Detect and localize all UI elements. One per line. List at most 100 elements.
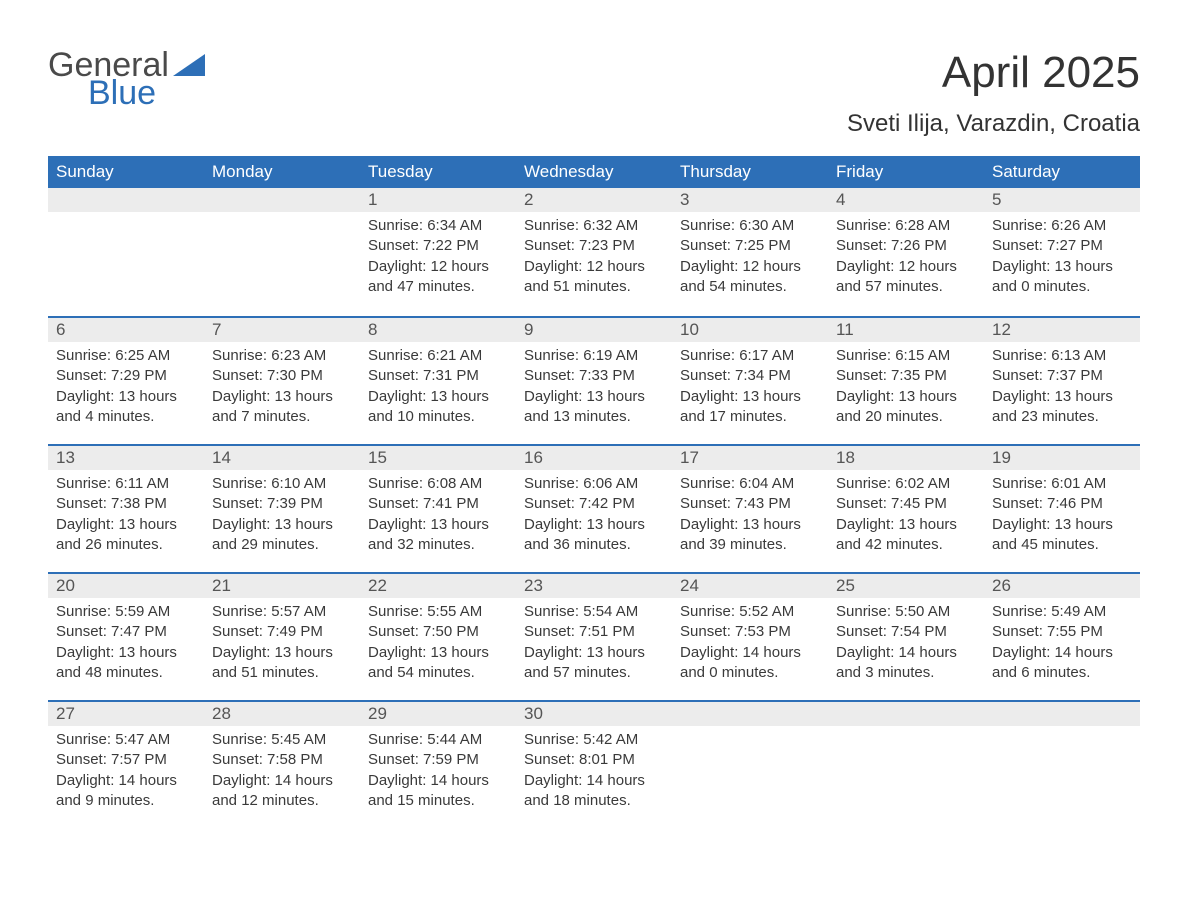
calendar-cell: 3Sunrise: 6:30 AMSunset: 7:25 PMDaylight… xyxy=(672,188,828,316)
calendar-cell: 19Sunrise: 6:01 AMSunset: 7:46 PMDayligh… xyxy=(984,444,1140,572)
daylight-line: Daylight: 14 hours and 3 minutes. xyxy=(836,643,976,684)
cell-body: Sunrise: 6:28 AMSunset: 7:26 PMDaylight:… xyxy=(828,212,984,305)
daylight-line: Daylight: 13 hours and 32 minutes. xyxy=(368,515,508,556)
sunset-line: Sunset: 7:47 PM xyxy=(56,622,196,642)
daylight-line: Daylight: 13 hours and 10 minutes. xyxy=(368,387,508,428)
daylight-line: Daylight: 13 hours and 0 minutes. xyxy=(992,257,1132,298)
weekday-header: Sunday xyxy=(48,156,204,188)
sunset-line: Sunset: 7:35 PM xyxy=(836,366,976,386)
day-number: 26 xyxy=(984,574,1140,598)
day-number: 8 xyxy=(360,318,516,342)
sunset-line: Sunset: 7:27 PM xyxy=(992,236,1132,256)
sunrise-line: Sunrise: 5:49 AM xyxy=(992,602,1132,622)
calendar-cell: 23Sunrise: 5:54 AMSunset: 7:51 PMDayligh… xyxy=(516,572,672,700)
day-number-row: 22 xyxy=(360,572,516,598)
daylight-line: Daylight: 13 hours and 23 minutes. xyxy=(992,387,1132,428)
daylight-line: Daylight: 12 hours and 47 minutes. xyxy=(368,257,508,298)
day-number-row: 6 xyxy=(48,316,204,342)
day-number: 21 xyxy=(204,574,360,598)
sunrise-line: Sunrise: 5:42 AM xyxy=(524,730,664,750)
calendar-week: 6Sunrise: 6:25 AMSunset: 7:29 PMDaylight… xyxy=(48,316,1140,444)
calendar-cell: 9Sunrise: 6:19 AMSunset: 7:33 PMDaylight… xyxy=(516,316,672,444)
calendar-cell: 17Sunrise: 6:04 AMSunset: 7:43 PMDayligh… xyxy=(672,444,828,572)
sunrise-line: Sunrise: 5:44 AM xyxy=(368,730,508,750)
calendar-cell: 18Sunrise: 6:02 AMSunset: 7:45 PMDayligh… xyxy=(828,444,984,572)
title-block: April 2025 Sveti Ilija, Varazdin, Croati… xyxy=(847,48,1140,138)
day-number: 15 xyxy=(360,446,516,470)
cell-body: Sunrise: 6:08 AMSunset: 7:41 PMDaylight:… xyxy=(360,470,516,563)
calendar-cell: 6Sunrise: 6:25 AMSunset: 7:29 PMDaylight… xyxy=(48,316,204,444)
daylight-line: Daylight: 12 hours and 54 minutes. xyxy=(680,257,820,298)
day-number-row: 21 xyxy=(204,572,360,598)
cell-body xyxy=(672,726,828,738)
cell-body: Sunrise: 6:19 AMSunset: 7:33 PMDaylight:… xyxy=(516,342,672,435)
page: General Blue April 2025 Sveti Ilija, Var… xyxy=(0,0,1188,868)
cell-body: Sunrise: 6:13 AMSunset: 7:37 PMDaylight:… xyxy=(984,342,1140,435)
daylight-line: Daylight: 13 hours and 17 minutes. xyxy=(680,387,820,428)
day-number: 19 xyxy=(984,446,1140,470)
sunset-line: Sunset: 7:30 PM xyxy=(212,366,352,386)
day-number xyxy=(672,702,828,726)
cell-body: Sunrise: 6:23 AMSunset: 7:30 PMDaylight:… xyxy=(204,342,360,435)
sunrise-line: Sunrise: 5:45 AM xyxy=(212,730,352,750)
cell-body: Sunrise: 5:50 AMSunset: 7:54 PMDaylight:… xyxy=(828,598,984,691)
day-number: 6 xyxy=(48,318,204,342)
day-number: 11 xyxy=(828,318,984,342)
day-number: 4 xyxy=(828,188,984,212)
sunset-line: Sunset: 7:45 PM xyxy=(836,494,976,514)
daylight-line: Daylight: 14 hours and 6 minutes. xyxy=(992,643,1132,684)
day-number-row: 20 xyxy=(48,572,204,598)
day-number-row: 1 xyxy=(360,188,516,212)
day-number-row xyxy=(828,700,984,726)
day-number-row: 11 xyxy=(828,316,984,342)
weekday-header: Friday xyxy=(828,156,984,188)
calendar-cell: 15Sunrise: 6:08 AMSunset: 7:41 PMDayligh… xyxy=(360,444,516,572)
calendar-cell xyxy=(672,700,828,828)
sunset-line: Sunset: 7:54 PM xyxy=(836,622,976,642)
day-number-row: 13 xyxy=(48,444,204,470)
calendar-cell: 4Sunrise: 6:28 AMSunset: 7:26 PMDaylight… xyxy=(828,188,984,316)
calendar-cell: 7Sunrise: 6:23 AMSunset: 7:30 PMDaylight… xyxy=(204,316,360,444)
cell-body: Sunrise: 5:45 AMSunset: 7:58 PMDaylight:… xyxy=(204,726,360,819)
daylight-line: Daylight: 13 hours and 54 minutes. xyxy=(368,643,508,684)
calendar-cell: 28Sunrise: 5:45 AMSunset: 7:58 PMDayligh… xyxy=(204,700,360,828)
cell-body xyxy=(48,212,204,224)
daylight-line: Daylight: 12 hours and 57 minutes. xyxy=(836,257,976,298)
day-number: 17 xyxy=(672,446,828,470)
day-number: 20 xyxy=(48,574,204,598)
sunrise-line: Sunrise: 5:50 AM xyxy=(836,602,976,622)
sunrise-line: Sunrise: 6:19 AM xyxy=(524,346,664,366)
sunset-line: Sunset: 7:50 PM xyxy=(368,622,508,642)
calendar-cell: 10Sunrise: 6:17 AMSunset: 7:34 PMDayligh… xyxy=(672,316,828,444)
day-number: 13 xyxy=(48,446,204,470)
calendar-cell: 21Sunrise: 5:57 AMSunset: 7:49 PMDayligh… xyxy=(204,572,360,700)
daylight-line: Daylight: 13 hours and 29 minutes. xyxy=(212,515,352,556)
day-number: 5 xyxy=(984,188,1140,212)
day-number-row: 27 xyxy=(48,700,204,726)
calendar-cell xyxy=(204,188,360,316)
day-number-row: 28 xyxy=(204,700,360,726)
daylight-line: Daylight: 13 hours and 39 minutes. xyxy=(680,515,820,556)
day-number-row: 26 xyxy=(984,572,1140,598)
sunset-line: Sunset: 7:43 PM xyxy=(680,494,820,514)
sunrise-line: Sunrise: 6:34 AM xyxy=(368,216,508,236)
day-number-row: 18 xyxy=(828,444,984,470)
weekday-header: Tuesday xyxy=(360,156,516,188)
day-number-row xyxy=(984,700,1140,726)
cell-body xyxy=(984,726,1140,738)
day-number: 23 xyxy=(516,574,672,598)
day-number-row: 9 xyxy=(516,316,672,342)
cell-body xyxy=(204,212,360,224)
sunrise-line: Sunrise: 5:54 AM xyxy=(524,602,664,622)
daylight-line: Daylight: 14 hours and 9 minutes. xyxy=(56,771,196,812)
day-number: 24 xyxy=(672,574,828,598)
sunrise-line: Sunrise: 6:13 AM xyxy=(992,346,1132,366)
calendar-cell: 11Sunrise: 6:15 AMSunset: 7:35 PMDayligh… xyxy=(828,316,984,444)
day-number xyxy=(984,702,1140,726)
day-number: 16 xyxy=(516,446,672,470)
cell-body: Sunrise: 6:04 AMSunset: 7:43 PMDaylight:… xyxy=(672,470,828,563)
sunrise-line: Sunrise: 5:57 AM xyxy=(212,602,352,622)
logo: General Blue xyxy=(48,48,205,110)
daylight-line: Daylight: 13 hours and 57 minutes. xyxy=(524,643,664,684)
day-number-row: 24 xyxy=(672,572,828,598)
